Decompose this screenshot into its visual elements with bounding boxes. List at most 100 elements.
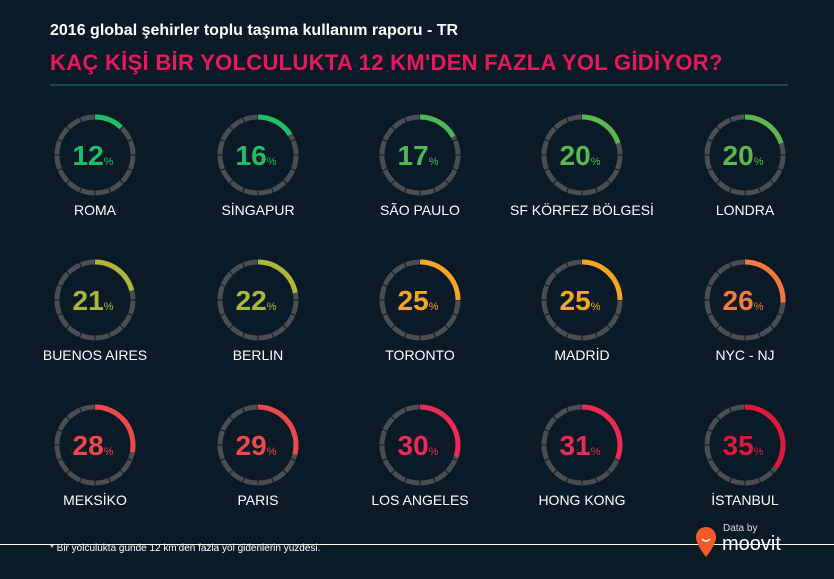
gauge-tick (290, 457, 297, 462)
gauge-arc (581, 114, 621, 145)
gauge-tick (78, 116, 83, 123)
gauge-tick (270, 477, 275, 484)
gauge-tick (381, 138, 388, 143)
gauge-tick (565, 187, 570, 194)
gauge-arc (94, 404, 136, 453)
gauge: 26% NYC - NJ (704, 259, 786, 363)
gauge-tick (728, 261, 733, 268)
city-label: İSTANBUL (711, 491, 779, 508)
gauge-arc (581, 259, 623, 301)
gauge-tick (241, 406, 246, 413)
gauge-arc (257, 259, 298, 294)
gauge-tick (594, 477, 599, 484)
gauge-tick (56, 312, 63, 317)
city-label: SF KÖRFEZ BÖLGESİ (510, 201, 654, 218)
gauge-tick (777, 167, 784, 172)
gauge-tick (65, 469, 71, 475)
gauge-tick (290, 312, 297, 317)
gauge-tick (552, 469, 558, 475)
gauge-tick (706, 138, 713, 143)
gauge-tick (219, 167, 226, 172)
gauge-tick (78, 261, 83, 268)
gauge-tick (552, 415, 558, 421)
gauge-arc (94, 259, 135, 292)
moovit-logo: moovit (722, 533, 781, 555)
gauge-arc (257, 404, 299, 456)
gauge-tick (78, 332, 83, 339)
gauge-tick (219, 312, 226, 317)
gauge-tick (706, 457, 713, 462)
city-label: HONG KONG (538, 492, 625, 508)
gauge-value: 35% (723, 430, 764, 461)
gauge: 35% İSTANBUL (704, 404, 786, 508)
gauge-tick (241, 261, 246, 268)
gauge-tick (381, 283, 388, 288)
gauge-tick (452, 167, 459, 172)
gauge-arc (257, 114, 293, 137)
gauge-tick (715, 125, 721, 131)
gauge-tick (403, 116, 408, 123)
gauge-tick (381, 312, 388, 317)
gauge-value: 20% (723, 140, 764, 171)
gauge-tick (282, 179, 288, 185)
gauge-arc (419, 404, 461, 458)
data-by-label: Data by (723, 523, 758, 534)
gauge-tick (219, 138, 226, 143)
gauge-tick (452, 138, 459, 143)
gauge-tick (381, 457, 388, 462)
gauge-tick (715, 469, 721, 475)
gauge-tick (241, 116, 246, 123)
gauge-tick (56, 428, 63, 433)
gauge-value: 22% (236, 285, 277, 316)
gauge: 31% HONG KONG (538, 404, 626, 508)
gauge-tick (107, 332, 112, 339)
gauge-tick (706, 167, 713, 172)
gauge-tick (65, 179, 71, 185)
gauge-tick (565, 332, 570, 339)
gauge-tick (552, 179, 558, 185)
gauge-value: 31% (560, 430, 601, 461)
gauge-tick (565, 261, 570, 268)
gauge-tick (594, 332, 599, 339)
gauge-tick (403, 406, 408, 413)
gauge-arc (744, 404, 786, 469)
gauge-value: 26% (723, 285, 764, 316)
gauge-tick (390, 179, 396, 185)
gauge-arc (744, 259, 786, 303)
gauge-tick (127, 312, 134, 317)
city-label: LOS ANGELES (371, 492, 468, 508)
gauge: 20% LONDRA (704, 114, 786, 218)
gauge-tick (290, 167, 297, 172)
gauge-tick (228, 324, 234, 330)
gauge-tick (543, 428, 550, 433)
gauge-arc (744, 114, 784, 145)
gauge-tick (119, 125, 125, 131)
gauge-tick (452, 457, 459, 462)
gauge-tick (543, 138, 550, 143)
gauge-tick (282, 324, 288, 330)
gauge-tick (65, 270, 71, 276)
gauge: 21% BUENOS AIRES (43, 259, 147, 363)
gauge-tick (552, 324, 558, 330)
gauge-tick (769, 469, 775, 475)
gauge-tick (65, 125, 71, 131)
gauge: 25% TORONTO (379, 259, 461, 363)
gauge: 20% SF KÖRFEZ BÖLGESİ (510, 114, 654, 218)
gauge-tick (403, 187, 408, 194)
gauge-tick (78, 406, 83, 413)
gauge-value: 29% (236, 430, 277, 461)
gauge-tick (552, 270, 558, 276)
gauge-tick (606, 324, 612, 330)
gauge-tick (706, 283, 713, 288)
gauge-tick (107, 477, 112, 484)
city-label: LONDRA (716, 202, 775, 218)
gauge-tick (390, 270, 396, 276)
gauge-tick (390, 324, 396, 330)
gauge-tick (228, 179, 234, 185)
gauge-arc (581, 404, 623, 460)
gauge-tick (728, 116, 733, 123)
gauge: 30% LOS ANGELES (371, 404, 469, 508)
gauge-tick (119, 324, 125, 330)
gauge-tick (432, 477, 437, 484)
